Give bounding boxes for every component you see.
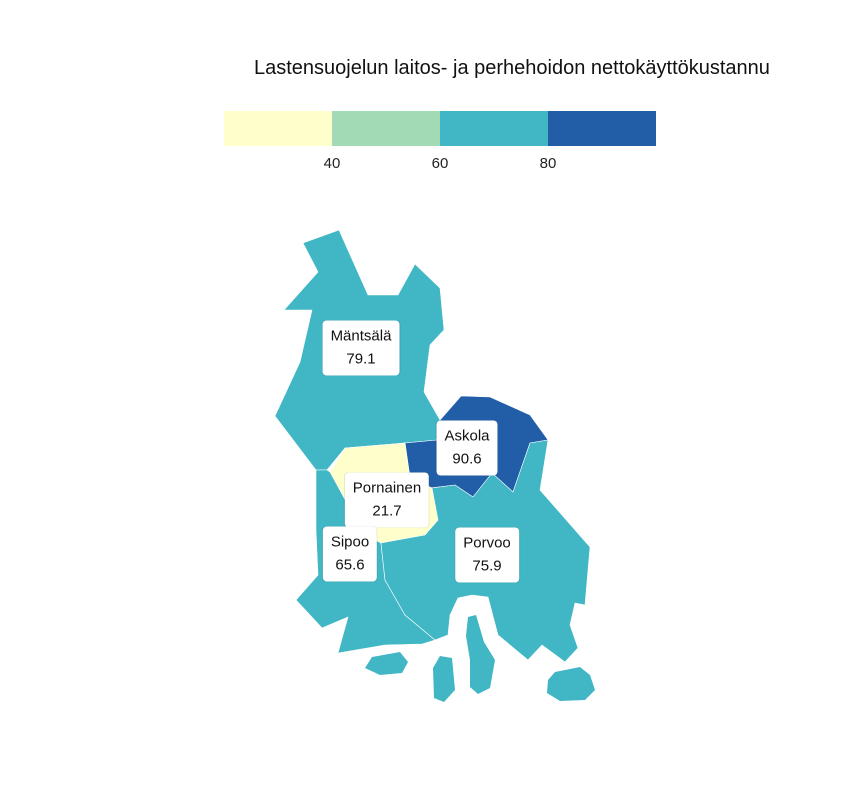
region-label-sipoo: Sipoo 65.6 [322,526,378,582]
legend-swatch-4 [548,111,656,146]
legend-swatch-1 [224,111,332,146]
map-title: Lastensuojelun laitos- ja perhehoidon ne… [254,57,770,79]
region-value: 90.6 [452,450,482,468]
region-value: 79.1 [346,350,376,368]
legend-ticks: 40 60 80 [224,155,656,175]
region-label-porvoo: Porvoo 75.9 [455,527,519,583]
color-legend [224,111,656,146]
region-value: 65.6 [335,556,365,574]
legend-tick: 40 [323,155,341,172]
region-label-mantsala: Mäntsälä 79.1 [322,320,400,376]
legend-tick: 80 [539,155,557,172]
island [433,656,455,702]
region-value: 21.7 [372,502,402,520]
region-label-askola: Askola 90.6 [436,420,498,476]
region-label-pornainen: Pornainen 21.7 [344,472,430,528]
legend-swatch-3 [440,111,548,146]
island [365,652,408,675]
legend-swatch-2 [332,111,440,146]
island [547,667,595,701]
region-name: Pornainen [352,479,422,497]
region-name: Mäntsälä [330,327,392,345]
region-value: 75.9 [472,557,502,575]
island [466,615,495,694]
region-name: Porvoo [463,534,511,552]
legend-tick: 60 [431,155,449,172]
region-name: Askola [444,427,490,445]
region-name: Sipoo [330,533,370,551]
